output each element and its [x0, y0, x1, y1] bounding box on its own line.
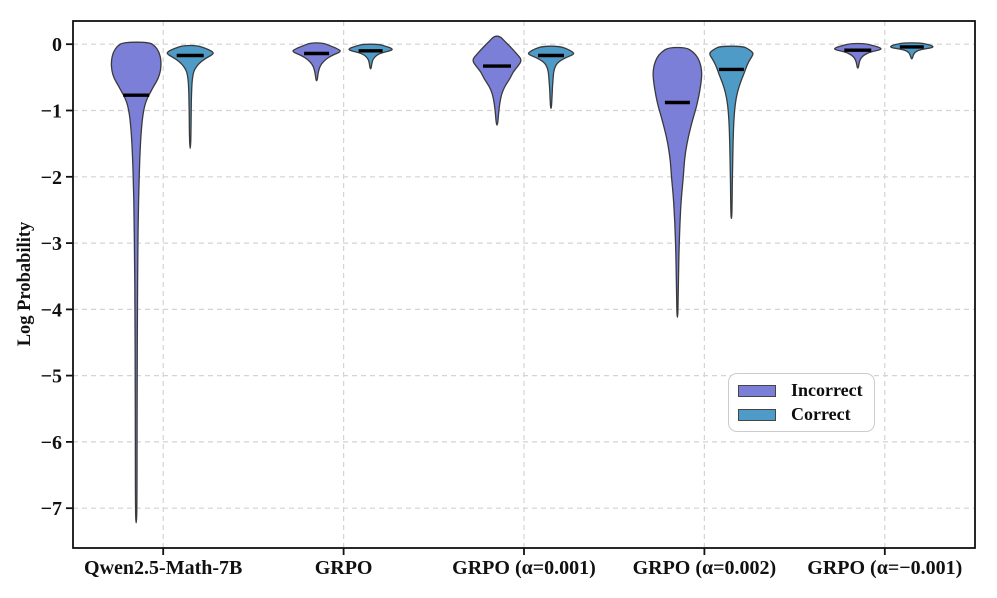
- violin-incorrect-0: [110, 41, 162, 524]
- legend-item-incorrect: Incorrect: [738, 381, 874, 400]
- y-tick-label: −5: [41, 366, 62, 388]
- legend-label-incorrect: Incorrect: [791, 380, 863, 400]
- x-tick-label: GRPO: [315, 557, 373, 579]
- gridlines: [73, 21, 975, 548]
- legend-swatch-incorrect: [738, 384, 776, 397]
- x-tick-label: GRPO (α=0.002): [633, 557, 777, 579]
- y-tick-label: −7: [41, 498, 62, 520]
- violin-correct-0: [166, 44, 214, 149]
- legend-label-correct: Correct: [791, 404, 851, 424]
- violin-incorrect-4: [834, 42, 882, 69]
- y-tick-label: −4: [41, 299, 62, 321]
- y-tick-label: −3: [41, 233, 62, 255]
- legend-item-correct: Correct: [738, 405, 874, 424]
- x-tick-label: GRPO (α=0.001): [452, 557, 596, 579]
- violin-correct-1: [348, 43, 393, 70]
- legend: Incorrect Correct: [728, 373, 875, 432]
- y-tick-label: −2: [41, 167, 62, 189]
- x-tick-label: Qwen2.5-Math-7B: [84, 557, 242, 579]
- violin-correct-3: [709, 45, 754, 220]
- violin-correct-2: [527, 45, 575, 110]
- x-tick-label: GRPO (α=−0.001): [807, 557, 962, 579]
- violin-incorrect-3: [652, 46, 703, 318]
- y-axis-label: Log Probability: [15, 221, 35, 346]
- y-tick-label: 0: [52, 34, 62, 56]
- median-lines: [123, 45, 924, 105]
- legend-swatch-correct: [738, 408, 776, 421]
- axis-ticks: [66, 43, 886, 555]
- violins: [110, 35, 934, 524]
- violin-incorrect-1: [292, 42, 341, 82]
- y-tick-label: −1: [41, 101, 62, 123]
- axis-tick-labels: 0 −1 −2 −3 −4 −5 −6 −7 Qwen2.5-Math-7B GRPO GRPO (…: [41, 34, 963, 579]
- y-tick-label: −6: [41, 432, 62, 454]
- violin-incorrect-2: [472, 35, 522, 126]
